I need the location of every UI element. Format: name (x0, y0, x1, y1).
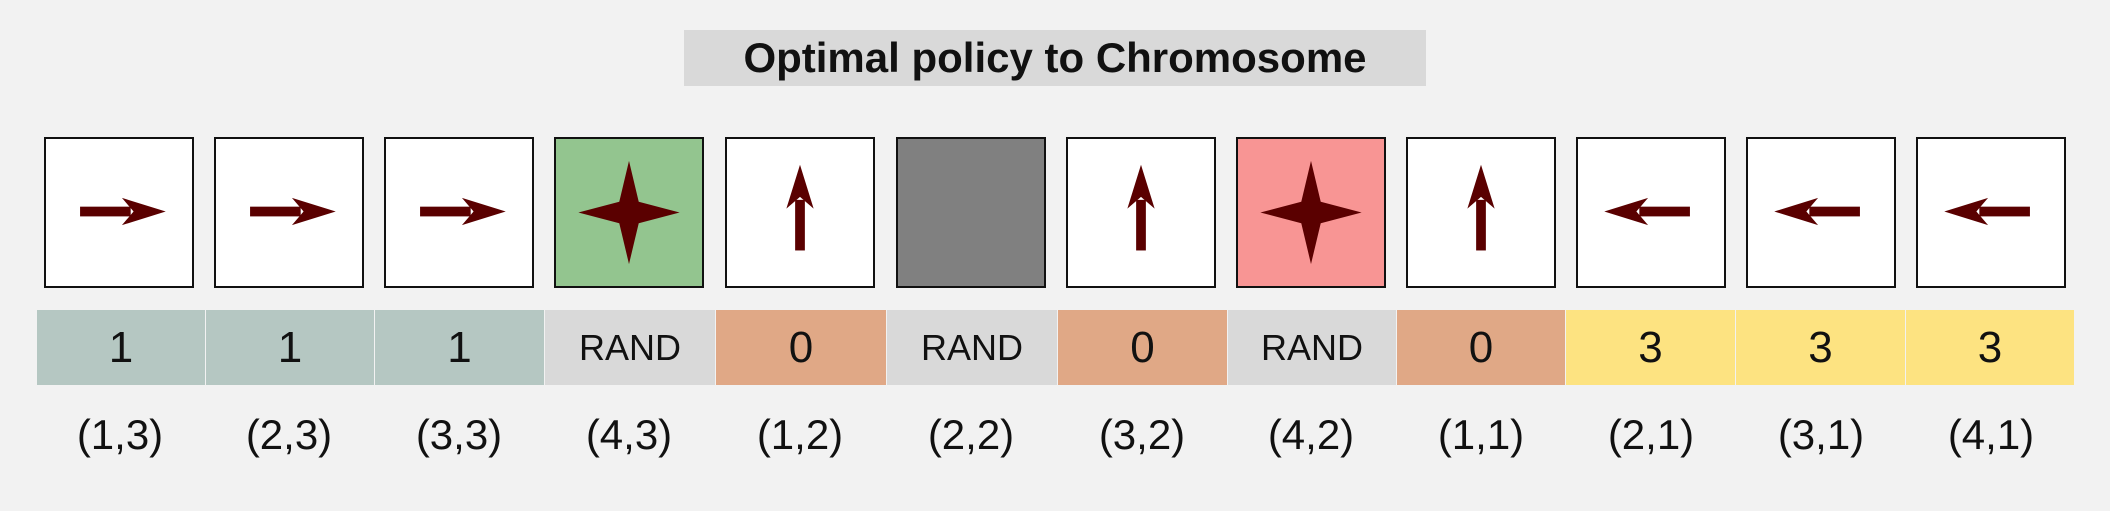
policy-cell (214, 137, 364, 288)
state-coordinate: (1,2) (756, 411, 844, 458)
policy-cell (1236, 137, 1386, 288)
policy-cell (1406, 137, 1556, 288)
policy-cell (1916, 137, 2066, 288)
state-coordinate: (1,1) (1437, 411, 1525, 458)
state-coordinate: (3,3) (415, 411, 503, 458)
policy-cell (1066, 137, 1216, 288)
state-coordinate: (3,2) (1098, 411, 1186, 458)
state-coordinate: (2,1) (1607, 411, 1695, 458)
state-coordinate: (4,2) (1267, 411, 1355, 458)
gene-code: RAND (887, 310, 1057, 385)
policy-cell (554, 137, 704, 288)
gene-code: 0 (1397, 310, 1565, 385)
up-arrow-icon (1127, 164, 1155, 251)
state-coordinate: (4,1) (1947, 411, 2035, 458)
policy-cell (725, 137, 875, 288)
star-icon (578, 160, 680, 265)
gene-code: RAND (545, 310, 715, 385)
left-arrow-icon (1774, 197, 1860, 226)
right-arrow-icon (80, 197, 166, 226)
state-coordinate: (1,3) (76, 411, 164, 458)
state-coordinate: (4,3) (585, 411, 673, 458)
gene-code: 3 (1736, 310, 1905, 385)
state-coordinate: (2,2) (927, 411, 1015, 458)
diagram-title: Optimal policy to Chromosome (743, 34, 1367, 81)
gene-code: 0 (716, 310, 886, 385)
gene-code: 1 (375, 310, 544, 385)
gene-code: 0 (1058, 310, 1227, 385)
star-icon (1260, 160, 1362, 265)
left-arrow-icon (1944, 197, 2030, 226)
policy-cell (1576, 137, 1726, 288)
up-arrow-icon (1467, 164, 1495, 251)
left-arrow-icon (1604, 197, 1690, 226)
right-arrow-icon (250, 197, 336, 226)
right-arrow-icon (420, 197, 506, 226)
policy-cell (384, 137, 534, 288)
policy-cell (1746, 137, 1896, 288)
gene-code: 3 (1566, 310, 1735, 385)
gene-code: RAND (1228, 310, 1396, 385)
state-coordinate: (2,3) (245, 411, 333, 458)
gene-code: 1 (37, 310, 205, 385)
title-box: Optimal policy to Chromosome (684, 30, 1426, 86)
up-arrow-icon (786, 164, 814, 251)
policy-cell (896, 137, 1046, 288)
policy-cell (44, 137, 194, 288)
state-coordinate: (3,1) (1777, 411, 1865, 458)
gene-code: 3 (1906, 310, 2074, 385)
gene-code: 1 (206, 310, 374, 385)
